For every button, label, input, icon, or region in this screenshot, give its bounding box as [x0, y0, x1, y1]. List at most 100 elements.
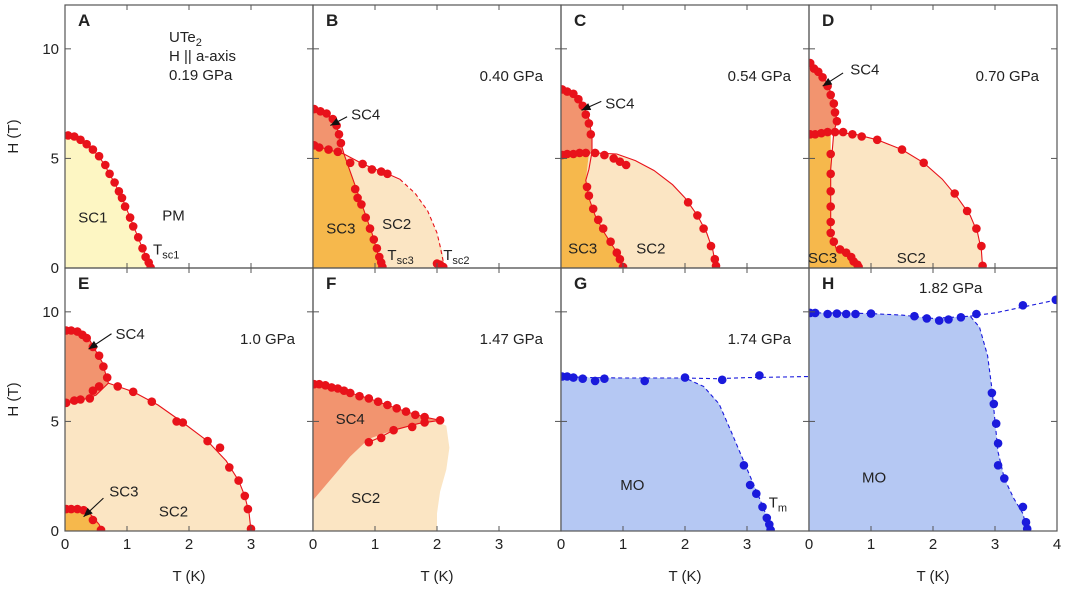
data-point: [823, 127, 832, 137]
data-point: [829, 237, 839, 246]
data-point: [314, 143, 324, 152]
data-point: [82, 139, 91, 149]
region-label-pm: PM: [162, 207, 185, 224]
data-point: [88, 515, 98, 525]
data-point: [133, 233, 143, 242]
data-point: [826, 187, 835, 196]
region-label-mo: MO: [862, 469, 886, 486]
plot-area-F: [313, 379, 450, 531]
x-tick-label: 2: [185, 536, 193, 553]
panel-G: 0 1 2 3 T (K) G 1.74 GPa MO Tm: [557, 267, 810, 585]
data-point: [102, 373, 112, 382]
panel-D: D 0.70 GPa SC4 SC3 SC2: [808, 4, 1058, 269]
data-point: [944, 315, 953, 324]
panel-letter: E: [78, 274, 89, 293]
x-tick-label: 0: [61, 536, 69, 553]
data-point: [848, 130, 857, 139]
data-point: [972, 224, 981, 233]
data-point: [919, 158, 928, 168]
data-point: [94, 151, 104, 161]
data-point: [88, 386, 98, 396]
boundary-line-B-2: [399, 178, 444, 262]
x-tick-label: 3: [743, 536, 751, 553]
temperature-label: Tsc2: [443, 247, 469, 267]
data-point: [101, 160, 110, 170]
region-sc4-B: [313, 109, 344, 154]
data-point: [365, 224, 375, 233]
data-point: [977, 241, 986, 251]
data-point: [699, 224, 708, 233]
data-point: [830, 108, 840, 117]
data-point: [897, 145, 907, 154]
x-tick-label: 1: [371, 536, 379, 553]
data-point: [810, 308, 820, 318]
data-point: [910, 311, 919, 321]
data-point: [586, 130, 596, 139]
data-point: [99, 362, 108, 371]
temperature-label: Tsc1: [153, 241, 179, 261]
data-point: [993, 461, 1003, 470]
data-point: [345, 388, 355, 398]
plot-area-E: [65, 326, 256, 531]
x-axis-label: T (K): [172, 568, 205, 585]
data-point: [138, 244, 147, 253]
data-point: [758, 502, 767, 512]
data-point: [392, 404, 402, 413]
data-point: [823, 309, 832, 319]
data-point: [755, 371, 764, 380]
x-tick-label: 2: [681, 536, 689, 553]
data-point: [621, 160, 631, 170]
region-sc2-C: [585, 152, 716, 268]
panel-letter: C: [574, 11, 586, 30]
data-point: [76, 135, 85, 145]
data-point: [117, 193, 127, 203]
y-tick-label: 10: [42, 304, 59, 321]
region-label-sc4: SC4: [850, 62, 879, 79]
x-tick-label: 0: [805, 536, 813, 553]
plot-area-D: [809, 58, 987, 268]
data-point: [373, 397, 383, 407]
data-point: [372, 244, 382, 253]
panel-E: 0 5 10 H (T) 0 1 2 3 T (K) E 1.0 GPa SC4 SC3 SC2: [5, 267, 314, 585]
data-point: [612, 248, 622, 257]
y-axis-label: H (T): [5, 119, 22, 153]
data-point: [683, 198, 693, 207]
data-point: [991, 419, 1001, 428]
data-point: [203, 436, 212, 446]
plot-area-G: [561, 371, 809, 531]
x-tick-label: 0: [557, 536, 565, 553]
data-point: [584, 191, 594, 200]
boundary-line-H-1: [970, 299, 1057, 317]
data-point: [593, 215, 603, 225]
x-tick-label: 3: [991, 536, 999, 553]
data-point: [710, 254, 720, 264]
data-point: [606, 237, 615, 246]
data-point: [364, 437, 374, 447]
data-point: [851, 309, 860, 319]
arrow-head: [88, 340, 99, 350]
data-point: [993, 439, 1003, 448]
data-point: [350, 184, 360, 194]
y-tick-label: 5: [51, 413, 59, 430]
data-point: [680, 373, 690, 382]
data-point: [581, 110, 591, 119]
pressure-label: 1.74 GPa: [728, 331, 792, 348]
data-point: [243, 504, 253, 514]
arrow-head: [822, 78, 833, 87]
data-point: [361, 213, 371, 222]
data-point: [832, 309, 842, 318]
panel-letter: B: [326, 11, 338, 30]
region-label-sc3: SC3: [326, 221, 355, 238]
data-point: [640, 376, 649, 386]
region-label-sc1: SC1: [78, 210, 107, 227]
arrow-head: [330, 118, 341, 126]
data-point: [94, 382, 104, 391]
plot-area-H: [809, 295, 1057, 531]
panel-F: 0 1 2 3 T (K) F 1.47 GPa SC4 SC2: [309, 267, 562, 585]
data-point: [578, 374, 587, 384]
data-point: [376, 433, 386, 443]
data-point: [978, 261, 987, 268]
data-point: [584, 119, 594, 128]
data-point: [435, 416, 445, 425]
y-tick-label: 0: [51, 260, 59, 277]
